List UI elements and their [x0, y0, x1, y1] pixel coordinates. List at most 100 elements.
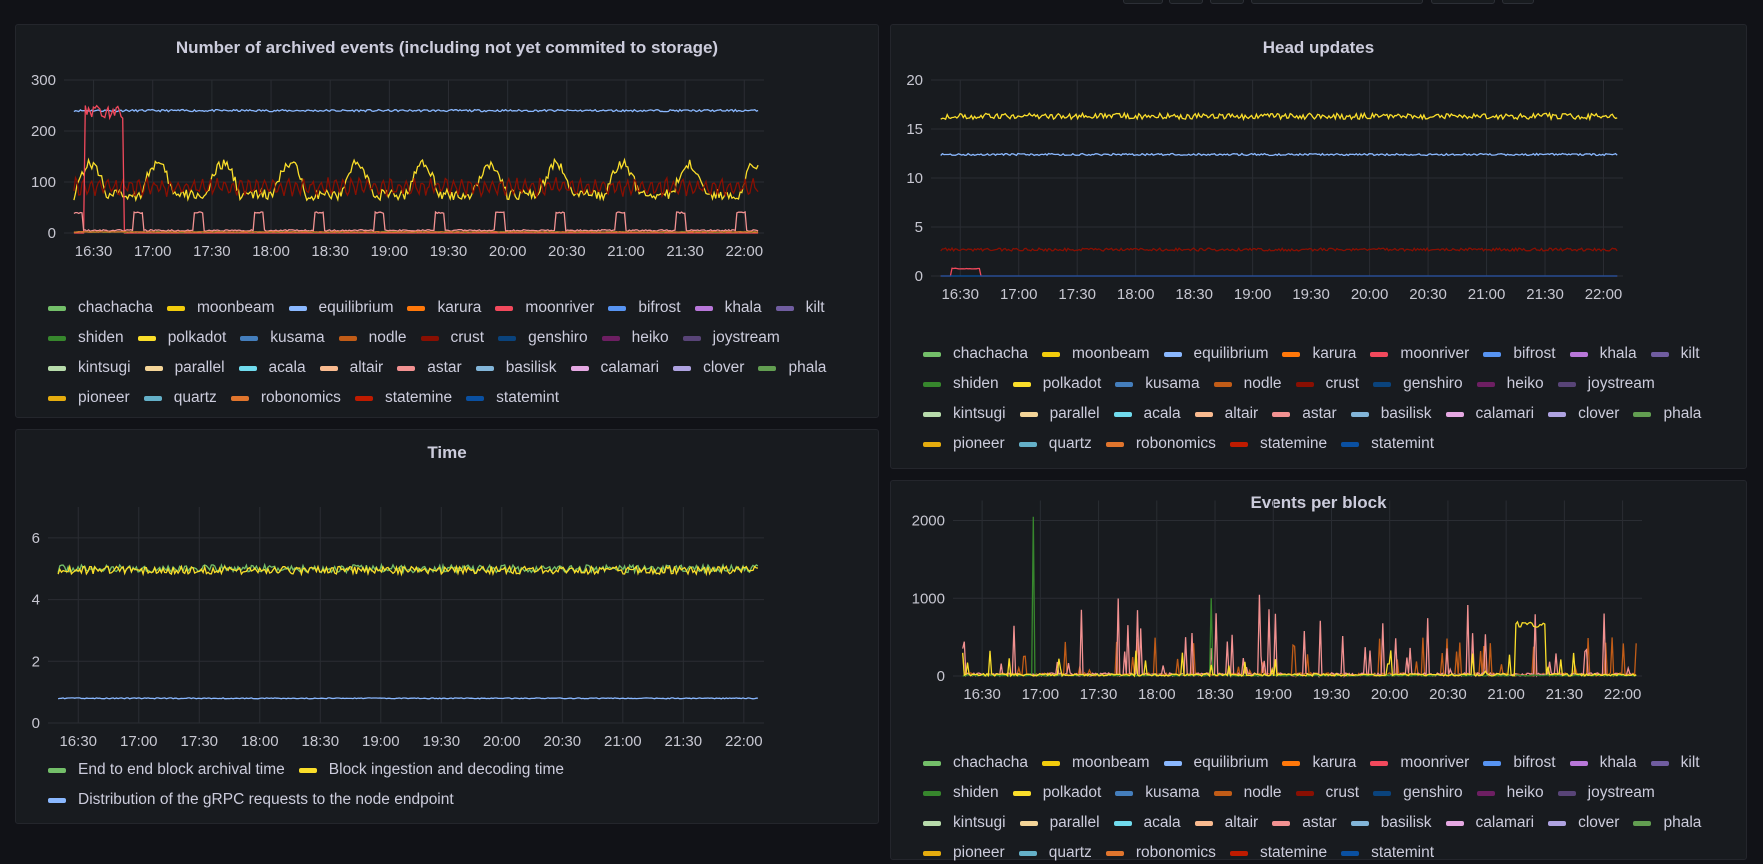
legend-item-polkadot[interactable]: polkadot — [1012, 373, 1101, 395]
legend-item-moonriver[interactable]: moonriver — [1370, 752, 1469, 774]
toolbar-button[interactable] — [1123, 0, 1163, 4]
legend-item-acala[interactable]: acala — [1113, 812, 1181, 834]
legend-item-basilisk[interactable]: basilisk — [1350, 812, 1432, 834]
legend-item-crust[interactable]: crust — [1295, 782, 1359, 804]
legend-item-genshiro[interactable]: genshiro — [1373, 373, 1463, 395]
legend-item-karura[interactable]: karura — [1282, 343, 1356, 365]
legend-item-kusama[interactable]: kusama — [1115, 373, 1200, 395]
legend-item-statemine[interactable]: statemine — [1229, 433, 1327, 455]
legend-item-clover[interactable]: clover — [1548, 812, 1619, 834]
legend-item-kilt[interactable]: kilt — [1650, 343, 1700, 365]
legend-item-shiden[interactable]: shiden — [923, 373, 999, 395]
legend-item-kusama[interactable]: kusama — [1115, 782, 1200, 804]
legend-item-basilisk[interactable]: basilisk — [1350, 403, 1432, 425]
legend-item-bifrost[interactable]: bifrost — [608, 297, 681, 319]
legend-item-quartz[interactable]: quartz — [1018, 433, 1092, 455]
legend-item-astar[interactable]: astar — [397, 357, 462, 379]
legend-item-quartz[interactable]: quartz — [1018, 842, 1092, 864]
legend-item-clover[interactable]: clover — [1548, 403, 1619, 425]
legend-item-nodle[interactable]: nodle — [1213, 782, 1282, 804]
legend-item-shiden[interactable]: shiden — [923, 782, 999, 804]
legend-item-moonriver[interactable]: moonriver — [495, 297, 594, 319]
legend-item-calamari[interactable]: calamari — [570, 357, 659, 379]
legend-item-nodle[interactable]: nodle — [1213, 373, 1282, 395]
legend-item-astar[interactable]: astar — [1272, 403, 1337, 425]
legend-item-block-ingestion-and-decoding-time[interactable]: Block ingestion and decoding time — [298, 759, 564, 781]
legend-item-acala[interactable]: acala — [1113, 403, 1181, 425]
legend-item-moonbeam[interactable]: moonbeam — [1041, 343, 1150, 365]
legend-item-chachacha[interactable]: chachacha — [923, 752, 1028, 774]
legend-item-statemint[interactable]: statemint — [1341, 842, 1434, 864]
legend-item-crust[interactable]: crust — [1295, 373, 1359, 395]
legend-item-statemint[interactable]: statemint — [1341, 433, 1434, 455]
legend-item-karura[interactable]: karura — [1282, 752, 1356, 774]
legend-item-phala[interactable]: phala — [1633, 812, 1701, 834]
legend-item-kusama[interactable]: kusama — [240, 327, 325, 349]
legend-item-statemine[interactable]: statemine — [1229, 842, 1327, 864]
legend-item-shiden[interactable]: shiden — [48, 327, 124, 349]
legend-item-distribution-of-the-grpc-requests-to-the-node-endpoint[interactable]: Distribution of the gRPC requests to the… — [48, 789, 454, 811]
legend-item-calamari[interactable]: calamari — [1445, 403, 1534, 425]
legend-item-parallel[interactable]: parallel — [144, 357, 225, 379]
legend-item-chachacha[interactable]: chachacha — [923, 343, 1028, 365]
legend-item-altair[interactable]: altair — [319, 357, 383, 379]
legend-item-joystream[interactable]: joystream — [1557, 373, 1655, 395]
legend-item-phala[interactable]: phala — [1633, 403, 1701, 425]
legend-item-robonomics[interactable]: robonomics — [1105, 433, 1216, 455]
legend-item-parallel[interactable]: parallel — [1019, 812, 1100, 834]
legend-label: moonbeam — [1071, 754, 1150, 771]
legend-item-moonbeam[interactable]: moonbeam — [1041, 752, 1150, 774]
legend-item-kintsugi[interactable]: kintsugi — [923, 403, 1006, 425]
toolbar-button[interactable] — [1210, 0, 1244, 4]
legend-item-robonomics[interactable]: robonomics — [230, 387, 341, 409]
legend-item-statemint[interactable]: statemint — [466, 387, 559, 409]
refresh-button[interactable] — [1502, 0, 1534, 4]
legend-item-calamari[interactable]: calamari — [1445, 812, 1534, 834]
legend-item-equilibrium[interactable]: equilibrium — [288, 297, 393, 319]
legend-item-kintsugi[interactable]: kintsugi — [48, 357, 131, 379]
legend-item-moonbeam[interactable]: moonbeam — [166, 297, 275, 319]
legend-item-astar[interactable]: astar — [1272, 812, 1337, 834]
legend-item-pioneer[interactable]: pioneer — [923, 433, 1005, 455]
legend-item-pioneer[interactable]: pioneer — [48, 387, 130, 409]
legend-item-heiko[interactable]: heiko — [1476, 373, 1544, 395]
legend-item-genshiro[interactable]: genshiro — [1373, 782, 1463, 804]
legend-item-robonomics[interactable]: robonomics — [1105, 842, 1216, 864]
legend-item-karura[interactable]: karura — [407, 297, 481, 319]
legend-item-bifrost[interactable]: bifrost — [1483, 343, 1556, 365]
legend-item-kintsugi[interactable]: kintsugi — [923, 812, 1006, 834]
legend-item-chachacha[interactable]: chachacha — [48, 297, 153, 319]
legend-item-end-to-end-block-archival-time[interactable]: End to end block archival time — [48, 759, 285, 781]
legend-item-polkadot[interactable]: polkadot — [137, 327, 226, 349]
toolbar-button[interactable] — [1169, 0, 1203, 4]
legend-item-bifrost[interactable]: bifrost — [1483, 752, 1556, 774]
legend-item-khala[interactable]: khala — [694, 297, 762, 319]
legend-item-joystream[interactable]: joystream — [1557, 782, 1655, 804]
legend-item-moonriver[interactable]: moonriver — [1370, 343, 1469, 365]
legend-item-crust[interactable]: crust — [420, 327, 484, 349]
legend-item-khala[interactable]: khala — [1569, 343, 1637, 365]
legend-item-clover[interactable]: clover — [673, 357, 744, 379]
legend-item-joystream[interactable]: joystream — [682, 327, 780, 349]
legend-item-acala[interactable]: acala — [238, 357, 306, 379]
legend-item-statemine[interactable]: statemine — [354, 387, 452, 409]
legend-item-polkadot[interactable]: polkadot — [1012, 782, 1101, 804]
legend-item-khala[interactable]: khala — [1569, 752, 1637, 774]
zoom-out-button[interactable] — [1431, 0, 1495, 4]
legend-item-quartz[interactable]: quartz — [143, 387, 217, 409]
legend-item-nodle[interactable]: nodle — [338, 327, 407, 349]
legend-item-kilt[interactable]: kilt — [1650, 752, 1700, 774]
time-range-picker[interactable] — [1251, 0, 1423, 4]
legend-item-altair[interactable]: altair — [1194, 812, 1258, 834]
legend-item-pioneer[interactable]: pioneer — [923, 842, 1005, 864]
legend-item-equilibrium[interactable]: equilibrium — [1163, 752, 1268, 774]
legend-item-equilibrium[interactable]: equilibrium — [1163, 343, 1268, 365]
legend-item-parallel[interactable]: parallel — [1019, 403, 1100, 425]
legend-item-heiko[interactable]: heiko — [1476, 782, 1544, 804]
legend-item-heiko[interactable]: heiko — [601, 327, 669, 349]
legend-item-altair[interactable]: altair — [1194, 403, 1258, 425]
legend-item-basilisk[interactable]: basilisk — [475, 357, 557, 379]
legend-item-phala[interactable]: phala — [758, 357, 826, 379]
legend-item-kilt[interactable]: kilt — [775, 297, 825, 319]
legend-item-genshiro[interactable]: genshiro — [498, 327, 588, 349]
